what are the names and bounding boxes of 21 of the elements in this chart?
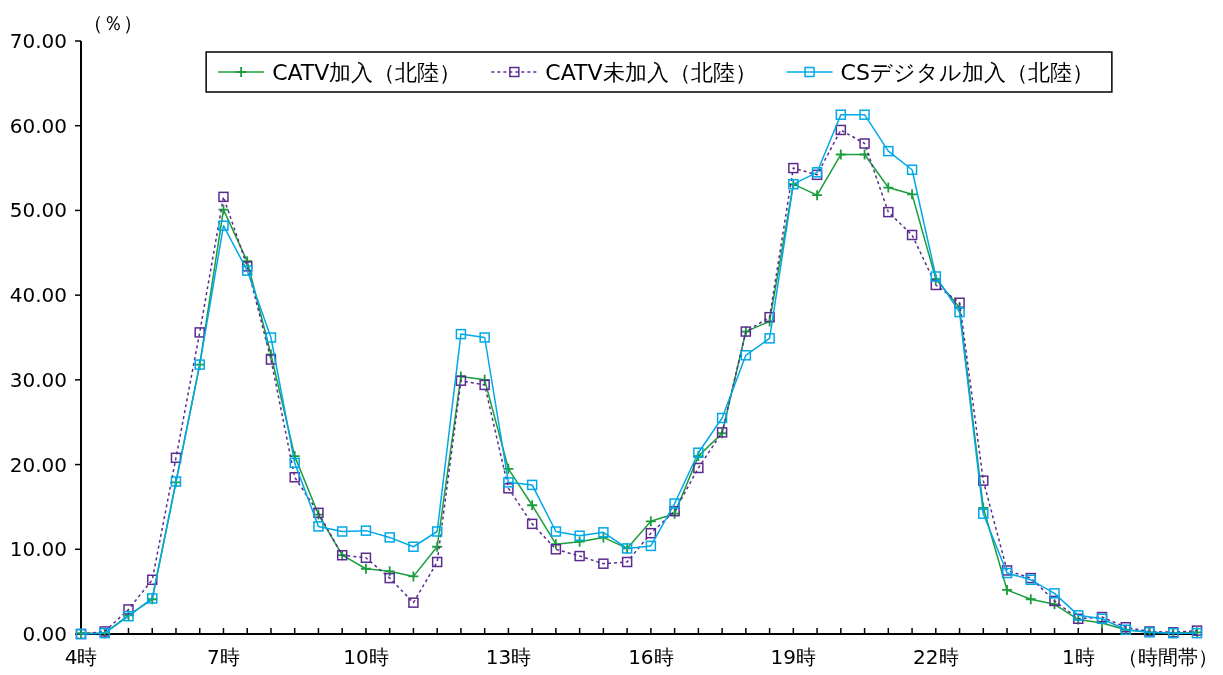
x-tick-label: 19時 — [770, 645, 817, 669]
x-tick-label: 10時 — [343, 645, 389, 669]
x-tick-label: 7時 — [207, 645, 240, 669]
legend-label: CATV未加入（北陸） — [545, 60, 757, 85]
y-tick-label: 30.00 — [9, 367, 67, 392]
y-tick-label: 0.00 — [22, 622, 67, 646]
x-tick-label: 4時 — [64, 645, 98, 669]
y-axis-title: （％） — [83, 11, 143, 35]
x-tick-label: 16時 — [628, 645, 674, 669]
x-tick-label: 1時 — [1061, 645, 1095, 669]
y-tick-label: 40.00 — [9, 283, 67, 308]
y-tick-label: 60.00 — [9, 113, 67, 138]
x-tick-label: 22時 — [913, 645, 959, 669]
legend-label: CATV加入（北陸） — [272, 60, 462, 85]
y-tick-label: 70.00 — [9, 29, 67, 53]
legend-label: CSデジタル加入（北陸） — [840, 60, 1094, 85]
x-axis-title: （時間帯） — [1118, 645, 1218, 669]
x-tick-label: 13時 — [485, 645, 532, 669]
y-tick-label: 10.00 — [9, 537, 67, 562]
y-tick-label: 50.00 — [9, 198, 67, 223]
y-tick-label: 20.00 — [9, 452, 67, 477]
